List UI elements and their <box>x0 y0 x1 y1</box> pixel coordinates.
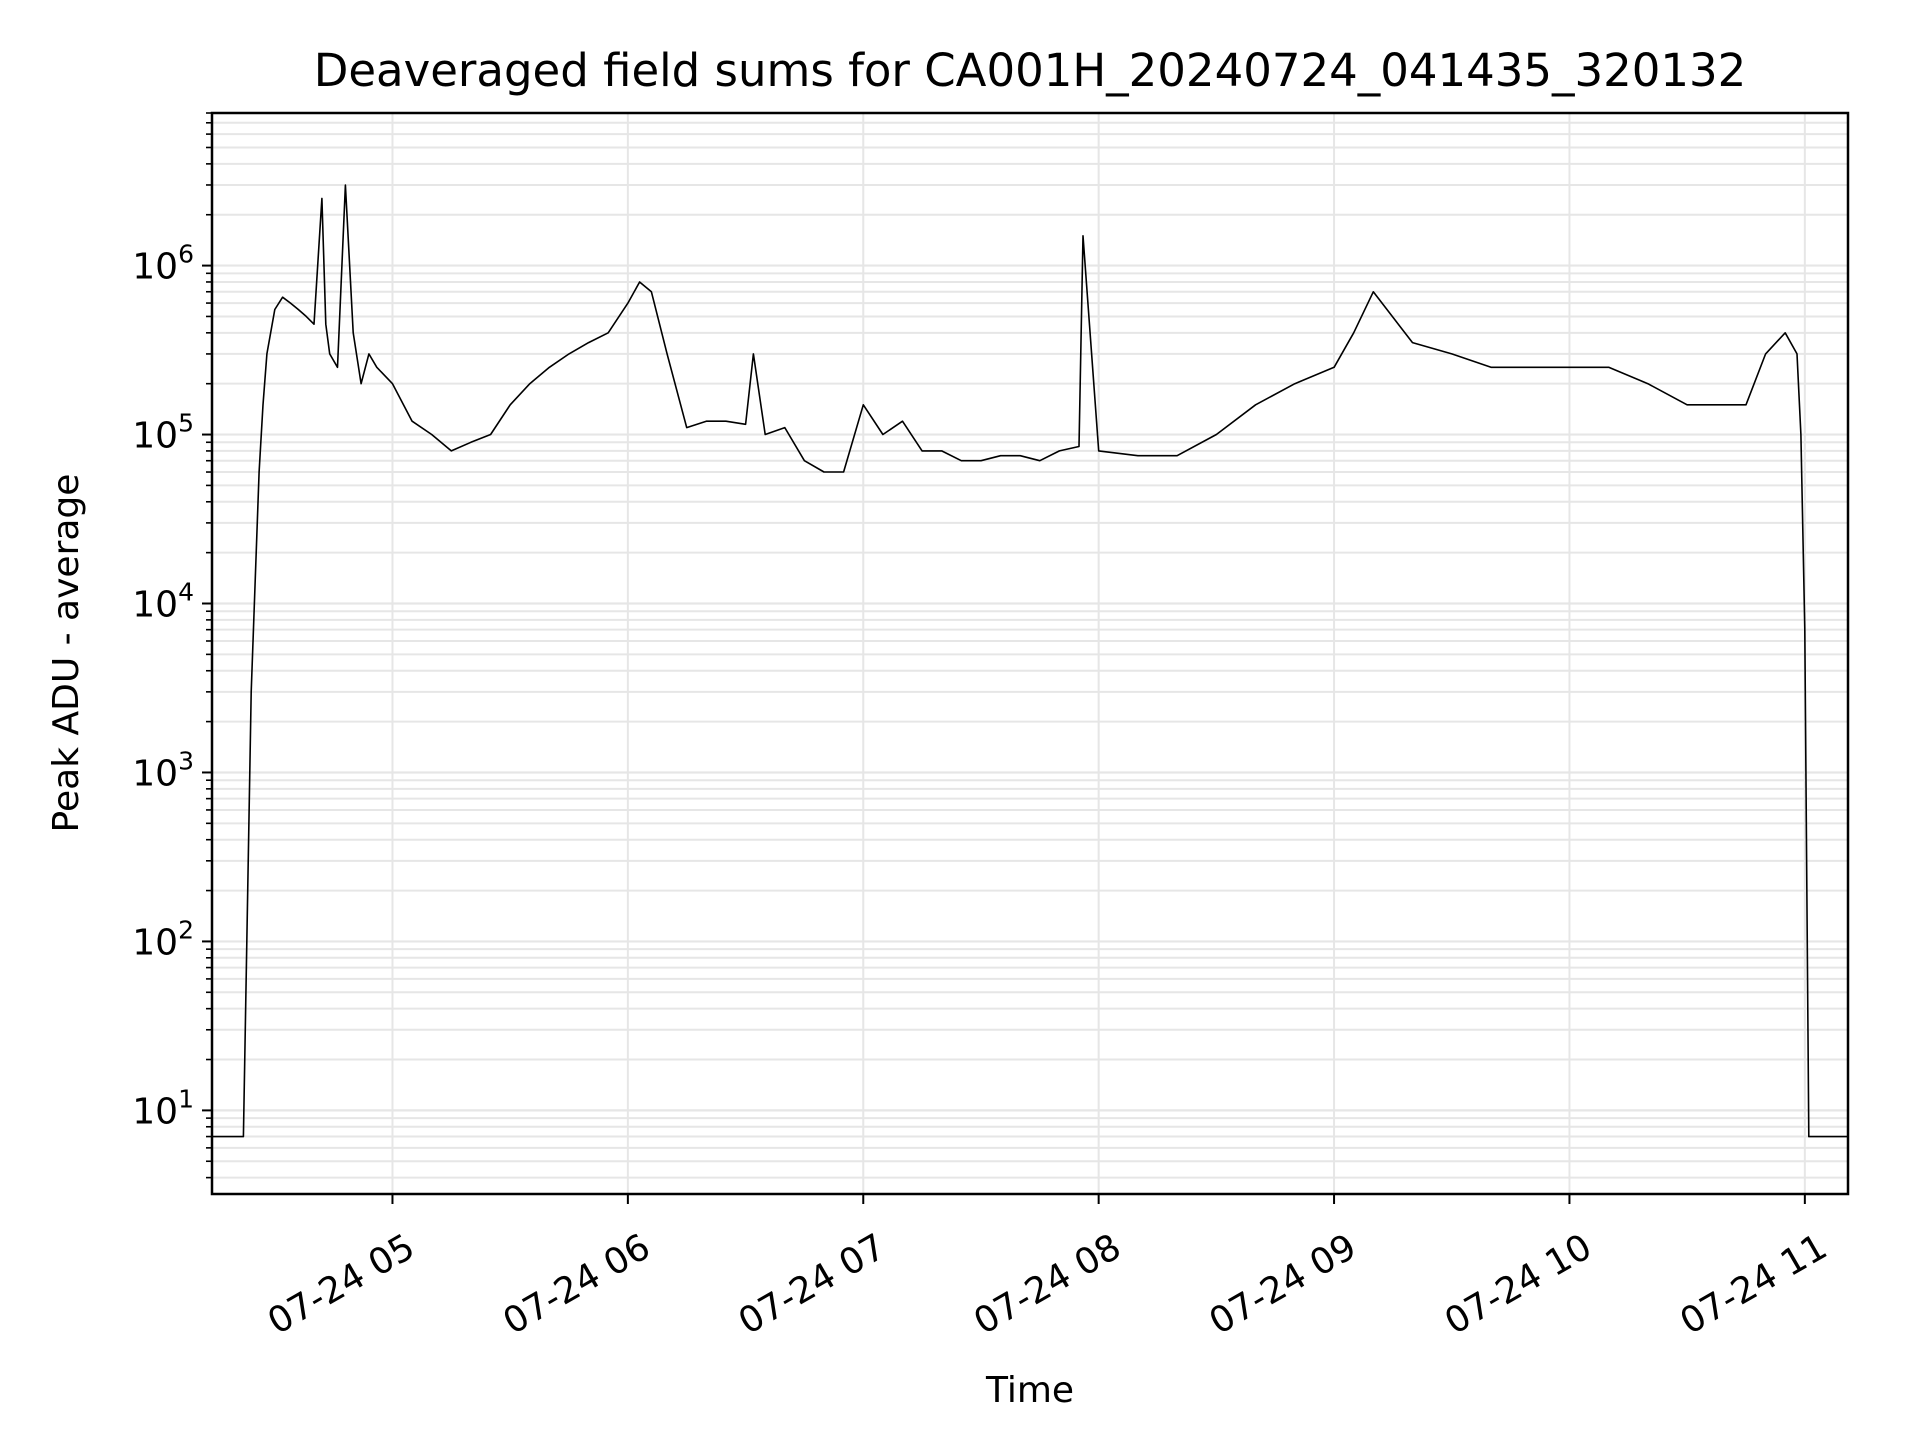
series-line <box>212 184 1848 1138</box>
y-tick-label: 103 <box>132 746 194 794</box>
y-tick-label: 106 <box>132 240 194 288</box>
y-tick-label: 104 <box>132 578 194 626</box>
x-axis-label: Time <box>985 1370 1074 1411</box>
plot-frame <box>210 111 1850 1196</box>
tick-layer <box>202 112 1806 1204</box>
y-tick-label: 102 <box>132 915 194 963</box>
grid-layer <box>212 112 1848 1194</box>
y-axis-label: Peak ADU - average <box>46 474 87 833</box>
series-layer <box>212 184 1848 1138</box>
y-tick-label: 101 <box>132 1084 194 1132</box>
y-tick-label: 105 <box>132 409 194 457</box>
chart-title: Deaveraged field sums for CA001H_2024072… <box>314 44 1747 97</box>
